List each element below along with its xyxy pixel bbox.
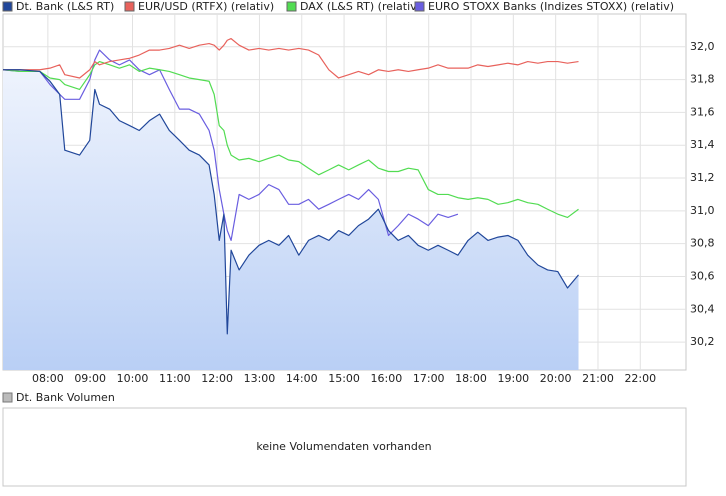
x-tick-label: 20:00	[540, 372, 572, 385]
legend-swatch	[124, 1, 135, 12]
y-tick-label: 30,8	[690, 237, 715, 250]
no-data-message: keine Volumendaten vorhanden	[256, 440, 431, 453]
legend-label: DAX (L&S RT) (relativ)	[300, 0, 421, 13]
x-tick-label: 21:00	[582, 372, 614, 385]
x-tick-label: 10:00	[117, 372, 149, 385]
x-tick-label: 13:00	[244, 372, 276, 385]
legend-label: Dt. Bank Volumen	[16, 391, 115, 404]
legend-swatch	[414, 1, 425, 12]
x-tick-label: 12:00	[201, 372, 233, 385]
x-tick-label: 16:00	[371, 372, 403, 385]
series-line	[2, 60, 579, 219]
legend-swatch	[2, 392, 13, 403]
y-tick-label: 30,4	[690, 302, 715, 315]
volume-box	[2, 407, 687, 487]
x-tick-label: 09:00	[74, 372, 106, 385]
series-line	[2, 49, 459, 241]
x-tick-label: 15:00	[328, 372, 360, 385]
legend-swatch	[2, 1, 13, 12]
x-tick-label: 08:00	[32, 372, 64, 385]
x-tick-label: 18:00	[455, 372, 487, 385]
x-tick-label: 19:00	[497, 372, 529, 385]
x-tick-label: 22:00	[624, 372, 656, 385]
legend-label: EUR/USD (RTFX) (relativ)	[138, 0, 274, 13]
x-tick-label: 17:00	[413, 372, 445, 385]
volume-panel: Dt. Bank Volumen keine Volumendaten vorh…	[2, 391, 687, 487]
y-tick-label: 30,2	[690, 335, 715, 348]
legend-swatch	[286, 1, 297, 12]
y-tick-label: 31,4	[690, 138, 715, 151]
y-tick-label: 31,0	[690, 204, 715, 217]
series-line	[3, 38, 579, 79]
y-tick-label: 32,0	[690, 40, 715, 53]
y-tick-label: 31,2	[690, 171, 715, 184]
y-tick-label: 30,6	[690, 269, 715, 282]
x-tick-label: 11:00	[159, 372, 191, 385]
legend-label: Dt. Bank (L&S RT)	[16, 0, 114, 13]
y-tick-label: 31,8	[690, 73, 715, 86]
y-tick-label: 31,6	[690, 105, 715, 118]
area	[3, 69, 579, 370]
legend-label: EURO STOXX Banks (Indizes STOXX) (relati…	[428, 0, 674, 13]
series-line	[3, 69, 579, 335]
x-tick-label: 14:00	[286, 372, 318, 385]
